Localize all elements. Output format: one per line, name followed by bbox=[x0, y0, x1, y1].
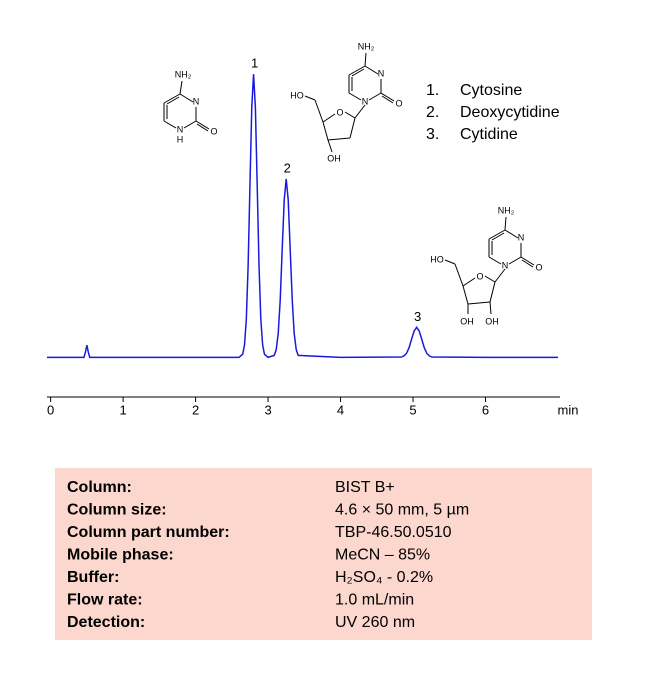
atom-label: OH bbox=[327, 153, 341, 163]
structure-cytosine: NH₂ N N H O bbox=[163, 69, 218, 144]
condition-value: H₂SO₄ - 0.2% bbox=[335, 569, 433, 586]
atom-label: N bbox=[193, 96, 200, 106]
atom-label: NH₂ bbox=[498, 205, 515, 215]
x-tick-label: 0 bbox=[47, 402, 54, 417]
atom-label: N bbox=[362, 96, 369, 106]
condition-value: 4.6 × 50 mm, 5 µm bbox=[335, 502, 469, 519]
atom-label: HO bbox=[290, 90, 304, 100]
legend-number: 3. bbox=[426, 126, 439, 143]
atom-label: HO bbox=[430, 254, 444, 264]
legend-number: 1. bbox=[426, 82, 439, 99]
condition-value: TBP-46.50.0510 bbox=[335, 524, 452, 541]
atom-label: O bbox=[395, 98, 402, 108]
chromatogram-line bbox=[47, 74, 558, 359]
atom-label: O bbox=[476, 271, 483, 281]
peak-label: 1 bbox=[251, 56, 258, 71]
atom-label: N bbox=[177, 124, 184, 134]
x-tick-label: 1 bbox=[119, 402, 126, 417]
condition-value: MeCN – 85% bbox=[335, 547, 430, 564]
condition-label: Mobile phase: bbox=[67, 547, 174, 564]
condition-label: Column part number: bbox=[67, 524, 230, 541]
conditions-table: Column: BIST B+ Column size: 4.6 × 50 mm, 5… bbox=[67, 479, 469, 631]
x-tick-label: 4 bbox=[337, 402, 344, 417]
legend-number: 2. bbox=[426, 104, 439, 121]
legend-name: Deoxycytidine bbox=[460, 104, 560, 121]
condition-label: Detection: bbox=[67, 614, 145, 631]
x-tick-label: 5 bbox=[409, 402, 416, 417]
peak-label: 3 bbox=[414, 309, 421, 324]
structure-cytidine: NH₂ N N O O HO OH OH bbox=[430, 205, 542, 326]
conditions-box bbox=[55, 468, 592, 640]
atom-label: N bbox=[502, 260, 509, 270]
peak-label: 2 bbox=[284, 160, 291, 175]
condition-label: Buffer: bbox=[67, 569, 119, 586]
atom-label: O bbox=[210, 126, 217, 136]
condition-label: Flow rate: bbox=[67, 592, 143, 609]
atom-label: H bbox=[177, 134, 184, 144]
legend-name: Cytidine bbox=[460, 126, 518, 143]
atom-label: O bbox=[535, 262, 542, 272]
atom-label: OH bbox=[485, 316, 499, 326]
x-tick-label: 2 bbox=[192, 402, 199, 417]
atom-label: NH₂ bbox=[175, 69, 192, 79]
x-tick-label: 3 bbox=[264, 402, 271, 417]
condition-label: Column: bbox=[67, 479, 132, 496]
x-axis-label: min bbox=[558, 402, 579, 417]
structure-deoxycytidine: NH₂ N N O O HO OH bbox=[290, 41, 402, 163]
condition-value: 1.0 mL/min bbox=[335, 592, 414, 609]
condition-value: UV 260 nm bbox=[335, 614, 415, 631]
atom-label: NH₂ bbox=[358, 41, 375, 51]
atom-label: O bbox=[336, 107, 343, 117]
atom-label: N bbox=[378, 68, 385, 78]
atom-label: N bbox=[518, 232, 525, 242]
condition-label: Column size: bbox=[67, 502, 167, 519]
atom-label: OH bbox=[460, 316, 474, 326]
condition-value: BIST B+ bbox=[335, 479, 395, 496]
x-tick-label: 6 bbox=[482, 402, 489, 417]
legend-name: Cytosine bbox=[460, 82, 522, 99]
